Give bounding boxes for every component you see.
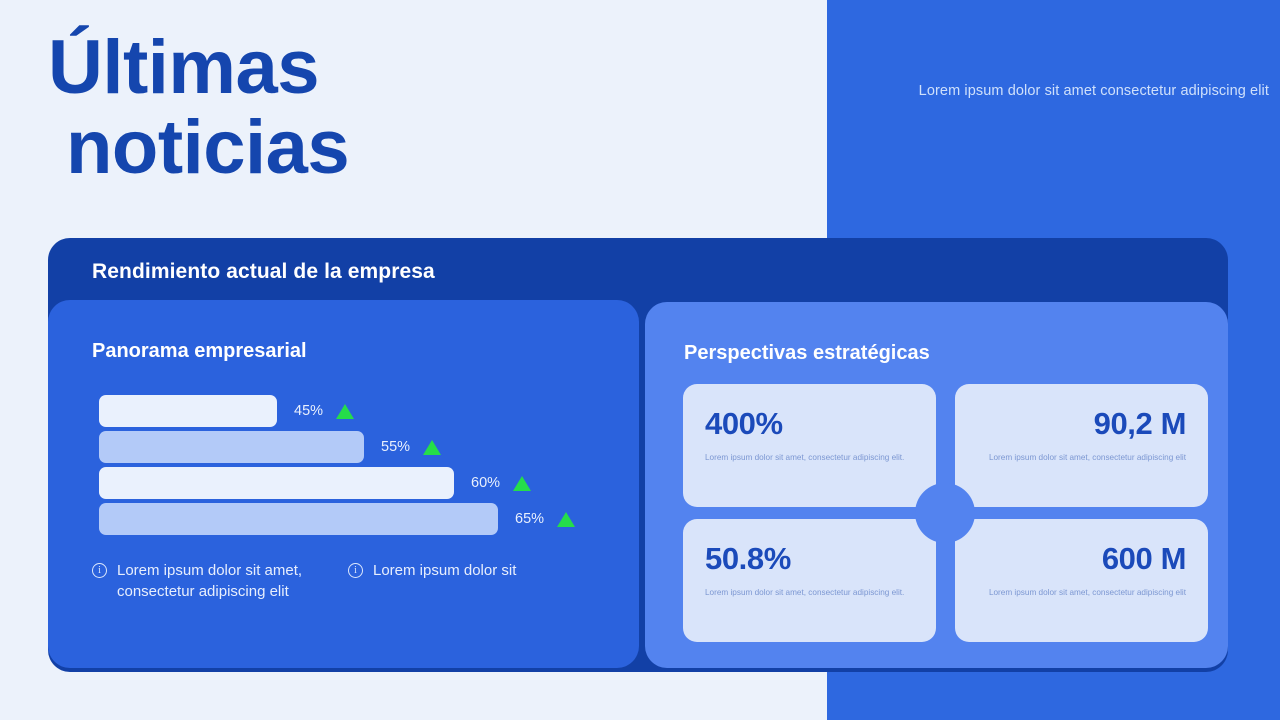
chart-bar-row: 45% — [99, 394, 629, 428]
footnote-list: i Lorem ipsum dolor sit amet, consectetu… — [92, 560, 622, 602]
horizontal-bar-chart: 45% 55% 60% 65% — [99, 394, 629, 536]
chart-bar-label: 55% — [381, 439, 411, 455]
performance-card-title: Rendimiento actual de la empresa — [92, 260, 435, 283]
trend-up-icon — [513, 475, 532, 491]
chart-bar-label: 45% — [294, 403, 324, 419]
footnote-text: Lorem ipsum dolor sit amet, consectetur … — [117, 562, 303, 600]
chart-bar-row: 65% — [99, 502, 629, 536]
kpi-card: 600 M Lorem ipsum dolor sit amet, consec… — [955, 519, 1208, 642]
business-overview-title: Panorama empresarial — [92, 340, 307, 362]
kpi-description: Lorem ipsum dolor sit amet, consectetur … — [988, 588, 1186, 597]
chart-bar-label: 65% — [515, 511, 545, 527]
footnote-text: Lorem ipsum dolor sit — [373, 562, 517, 579]
page-title: Últimas noticias — [48, 28, 788, 188]
chart-bar — [99, 395, 277, 427]
kpi-card: 400% Lorem ipsum dolor sit amet, consect… — [683, 384, 936, 507]
info-circle-icon: i — [348, 563, 363, 578]
chart-bar — [99, 431, 364, 463]
chart-bar-row: 55% — [99, 430, 629, 464]
chart-bar — [99, 503, 498, 535]
strategic-insights-panel: Perspectivas estratégicas 400% Lorem ips… — [645, 302, 1228, 668]
kpi-value: 600 M — [1101, 541, 1187, 576]
trend-up-icon — [336, 403, 355, 419]
kpi-value: 90,2 M — [1093, 406, 1187, 441]
chart-bar — [99, 467, 454, 499]
kpi-card: 90,2 M Lorem ipsum dolor sit amet, conse… — [955, 384, 1208, 507]
list-item: i Lorem ipsum dolor sit — [348, 560, 580, 602]
strategic-insights-title: Perspectivas estratégicas — [684, 342, 930, 364]
kpi-grid-center-circle — [915, 483, 975, 543]
trend-up-icon — [423, 439, 442, 455]
kpi-description: Lorem ipsum dolor sit amet, consectetur … — [705, 588, 905, 597]
kpi-grid: 400% Lorem ipsum dolor sit amet, consect… — [683, 384, 1208, 642]
business-overview-panel: Panorama empresarial 45% 55% 60% 65% — [48, 300, 639, 668]
kpi-description: Lorem ipsum dolor sit amet, consectetur … — [705, 453, 905, 462]
info-circle-icon: i — [92, 563, 107, 578]
kpi-description: Lorem ipsum dolor sit amet, consectetur … — [988, 453, 1186, 462]
chart-bar-row: 60% — [99, 466, 629, 500]
list-item: i Lorem ipsum dolor sit amet, consectetu… — [92, 560, 324, 602]
trend-up-icon — [557, 511, 576, 527]
kpi-card: 50.8% Lorem ipsum dolor sit amet, consec… — [683, 519, 936, 642]
page-title-line-2: noticias — [66, 105, 350, 190]
page-title-line-1: Últimas — [48, 25, 320, 110]
kpi-value: 400% — [705, 406, 783, 441]
kpi-value: 50.8% — [705, 541, 791, 576]
chart-bar-label: 60% — [471, 475, 501, 491]
band-subtitle: Lorem ipsum dolor sit amet consectetur a… — [918, 83, 1269, 99]
